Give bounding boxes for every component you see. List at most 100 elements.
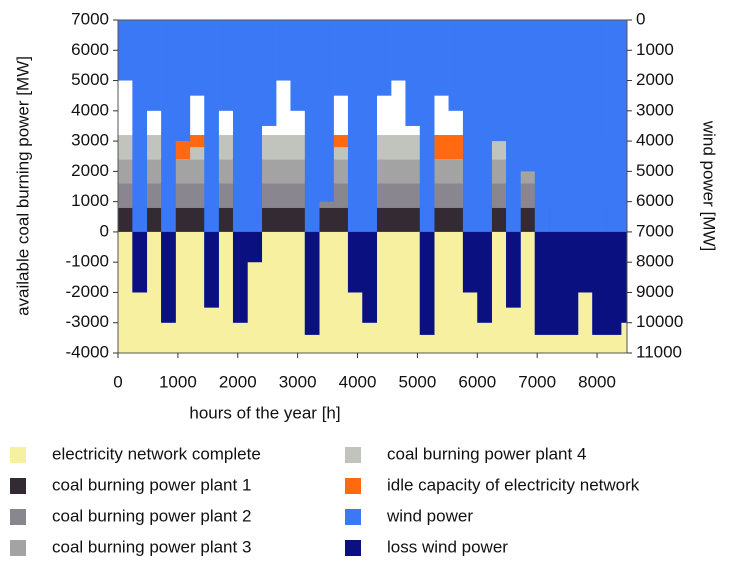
legend-swatch xyxy=(345,447,361,463)
legend-swatch xyxy=(345,540,361,556)
wind-column xyxy=(247,20,263,263)
loss-column xyxy=(161,231,176,323)
y-tick-label: -1000 xyxy=(66,252,109,271)
y-tick-label: 6000 xyxy=(71,40,109,59)
y2-axis-title: wind power [MW] xyxy=(700,120,719,251)
wind-column xyxy=(491,20,507,142)
loss-column xyxy=(232,231,248,323)
wind-column xyxy=(347,20,363,293)
y-tick-label: -4000 xyxy=(66,342,109,361)
x-tick-label: 4000 xyxy=(339,372,377,391)
y-tick-label: 2000 xyxy=(71,161,109,180)
y2-tick-label: 5000 xyxy=(636,161,674,180)
x-tick-label: 0 xyxy=(113,372,122,391)
legend-label: electricity network complete xyxy=(52,444,261,463)
wind-column xyxy=(520,20,536,172)
loss-column xyxy=(247,231,263,263)
y2-tick-label: 8000 xyxy=(636,252,674,271)
wind-column xyxy=(175,20,191,142)
x-tick-label: 7000 xyxy=(518,372,556,391)
y2-tick-label: 6000 xyxy=(636,191,674,210)
wind-column xyxy=(577,20,593,293)
legend-label: loss wind power xyxy=(387,537,508,556)
x-tick-label: 8000 xyxy=(578,372,616,391)
loss-column xyxy=(621,231,628,323)
y-tick-label: 1000 xyxy=(71,191,109,210)
legend-label: coal burning power plant 4 xyxy=(387,444,586,463)
wind-column xyxy=(434,20,449,96)
wind-column xyxy=(621,20,628,323)
wind-column xyxy=(146,20,162,111)
y-tick-label: 5000 xyxy=(71,70,109,89)
y2-tick-label: 10000 xyxy=(636,312,683,331)
y-tick-label: 3000 xyxy=(71,131,109,150)
idle-column xyxy=(189,135,205,148)
idle-column xyxy=(434,135,449,160)
y2-tick-label: 9000 xyxy=(636,282,674,301)
legend-swatch xyxy=(10,478,26,494)
loss-column xyxy=(592,231,607,335)
x-axis-title: hours of the year [h] xyxy=(189,403,340,422)
x-tick-label: 2000 xyxy=(219,372,257,391)
loss-column xyxy=(606,231,622,335)
wind-column xyxy=(218,20,234,111)
idle-column xyxy=(448,135,464,160)
wind-column xyxy=(448,20,464,111)
x-tick-label: 3000 xyxy=(279,372,317,391)
loss-column xyxy=(419,231,435,335)
loss-column xyxy=(304,231,320,335)
legend-label: wind power xyxy=(386,506,473,525)
wind-column xyxy=(189,20,205,96)
wind-column xyxy=(319,20,334,202)
y2-tick-label: 7000 xyxy=(636,221,674,240)
y2-tick-label: 1000 xyxy=(636,40,674,59)
y-axis-title: available coal burning power [MW] xyxy=(13,56,32,316)
plot-frame xyxy=(117,19,628,354)
legend-swatch xyxy=(345,478,361,494)
legend-swatch xyxy=(10,540,26,556)
legend-swatch xyxy=(345,509,361,525)
y2-tick-label: 11000 xyxy=(636,342,682,361)
y-tick-label: -3000 xyxy=(66,312,109,331)
wind-column xyxy=(333,20,349,96)
legend-swatch xyxy=(10,447,26,463)
wind-column xyxy=(391,20,406,81)
legend-swatch xyxy=(10,509,26,525)
legend-label: coal burning power plant 3 xyxy=(52,537,251,556)
legend-label: idle capacity of electricity network xyxy=(387,475,640,494)
y-tick-label: 0 xyxy=(100,221,109,240)
x-tick-label: 5000 xyxy=(398,372,436,391)
loss-column xyxy=(477,231,492,323)
wind-column xyxy=(462,20,478,293)
wind-column xyxy=(276,20,291,81)
y-tick-label: -2000 xyxy=(66,282,109,301)
wind-column xyxy=(132,20,148,293)
wind-column xyxy=(261,20,277,126)
x-tick-label: 6000 xyxy=(458,372,496,391)
loss-column xyxy=(534,231,550,335)
y2-tick-label: 3000 xyxy=(636,100,674,119)
loss-column xyxy=(577,231,593,293)
loss-column xyxy=(563,231,579,335)
loss-column xyxy=(347,231,363,293)
wind-column xyxy=(118,20,133,81)
loss-column xyxy=(462,231,478,293)
wind-column xyxy=(376,20,392,96)
loss-column xyxy=(549,231,564,335)
legend-label: coal burning power plant 2 xyxy=(52,506,251,525)
y-tick-label: 4000 xyxy=(71,100,109,119)
wind-column xyxy=(290,20,306,111)
idle-column xyxy=(333,135,349,148)
wind-column xyxy=(405,20,421,126)
y2-tick-label: 4000 xyxy=(636,131,674,150)
y2-tick-label: 0 xyxy=(636,9,645,28)
loss-column xyxy=(506,231,521,308)
legend-label: coal burning power plant 1 xyxy=(52,475,251,494)
y-tick-label: 7000 xyxy=(71,9,109,28)
y2-tick-label: 2000 xyxy=(636,70,674,89)
loss-column xyxy=(204,231,219,308)
loss-column xyxy=(132,231,148,293)
loss-column xyxy=(362,231,377,323)
x-tick-label: 1000 xyxy=(159,372,197,391)
